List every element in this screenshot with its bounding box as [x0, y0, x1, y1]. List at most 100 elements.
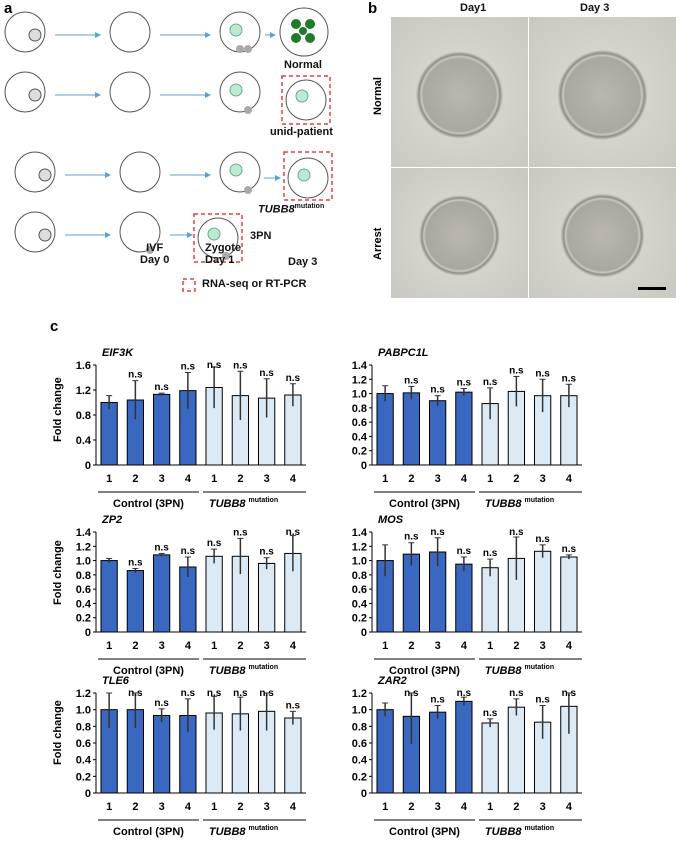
- group-label-control: Control (3PN): [389, 498, 460, 510]
- micrograph-arrest-day3: [528, 167, 677, 299]
- significance-label: n.s: [154, 542, 169, 553]
- x-tick-label: 4: [566, 640, 573, 652]
- x-tick-label: 4: [290, 801, 297, 813]
- chart-title: PABPC1L: [378, 347, 429, 359]
- y-tick-label: 1.2: [76, 541, 91, 553]
- x-tick-label: 4: [185, 473, 192, 485]
- x-tick-label: 2: [408, 801, 414, 813]
- chart-title: TLE6: [102, 675, 130, 687]
- bar-chart-mos: 0 0.2 0.4 0.6 0.8 1.0 1.2 1.4 MOS 1 n.s 2 n.s 3 n.s 4 n.…: [352, 514, 582, 677]
- significance-label: n.s: [207, 688, 222, 699]
- y-tick-label: 0.2: [352, 613, 367, 625]
- bar-chart-eif3k: 0 0.4 0.8 1.2 1.6 EIF3K 1 n.s 2 n.s 3 n.s 4 n.s 1 n.s 2 n…: [76, 347, 306, 510]
- micrograph-normal-day1: [390, 16, 529, 168]
- y-tick-label: 1.2: [352, 374, 367, 386]
- x-tick-label: 2: [513, 640, 519, 652]
- significance-label: n.s: [207, 360, 222, 371]
- x-tick-label: 1: [211, 801, 217, 813]
- significance-label: n.s: [483, 548, 498, 559]
- significance-label: n.s: [457, 546, 472, 557]
- group-label-control: Control (3PN): [113, 826, 184, 838]
- y-tick-label: 0.8: [76, 410, 91, 422]
- significance-label: n.s: [509, 688, 524, 699]
- chart-title: ZAR2: [377, 675, 407, 687]
- x-tick-label: 2: [132, 640, 138, 652]
- bar-chart-pabpc1l: 0 0.2 0.4 0.6 0.8 1.0 1.2 1.4 PABPC1L 1 n.s 2 n.s 3 n.…: [352, 347, 582, 510]
- outcome-normal: Normal: [284, 59, 322, 71]
- y-tick-label: 0: [361, 788, 367, 800]
- significance-label: n.s: [154, 698, 169, 709]
- x-tick-label: 3: [264, 801, 270, 813]
- stage-zygote: Zygote Day 1: [205, 242, 242, 266]
- outcome-tubb8: TUBB8: [258, 203, 295, 216]
- bar: [376, 393, 394, 466]
- x-tick-label: 4: [461, 801, 468, 813]
- y-tick-label: 1.6: [76, 360, 91, 372]
- x-tick-label: 2: [408, 473, 414, 485]
- x-tick-label: 2: [408, 640, 414, 652]
- group-label-mutation: TUBB8 mutation: [485, 664, 554, 677]
- x-tick-label: 1: [211, 473, 217, 485]
- x-tick-label: 4: [461, 640, 468, 652]
- x-tick-label: 2: [237, 640, 243, 652]
- stage-day3: Day 3: [288, 256, 318, 268]
- y-tick-label: 0.2: [352, 446, 367, 458]
- x-tick-label: 1: [382, 640, 388, 652]
- chart-title: ZP2: [101, 514, 122, 526]
- bar: [455, 700, 473, 794]
- chart-title: MOS: [378, 514, 404, 526]
- bar: [481, 567, 499, 633]
- y-tick-label: 0.2: [352, 771, 367, 783]
- significance-label: n.s: [181, 546, 196, 557]
- group-label-mutation: TUBB8 mutation: [209, 497, 278, 510]
- significance-label: n.s: [535, 368, 550, 379]
- y-tick-label: 0.4: [76, 435, 92, 447]
- significance-label: n.s: [562, 544, 577, 555]
- bar: [402, 553, 421, 633]
- y-tick-label: 1.2: [76, 385, 91, 397]
- significance-label: n.s: [535, 534, 550, 545]
- bar: [428, 400, 447, 466]
- x-tick-label: 4: [290, 640, 297, 652]
- y-tick-label: 0.2: [76, 613, 91, 625]
- group-label-mutation: TUBB8 mutation: [485, 825, 554, 838]
- row-arrest: Arrest: [372, 227, 384, 260]
- group-label-mutation: TUBB8 mutation: [485, 497, 554, 510]
- significance-label: n.s: [286, 700, 301, 711]
- stage-ivf: IVF Day 0: [140, 242, 170, 266]
- x-tick-label: 2: [237, 473, 243, 485]
- y-tick-label: 0.4: [352, 755, 368, 767]
- y-tick-label: 1.0: [352, 389, 367, 401]
- significance-label: n.s: [259, 368, 274, 379]
- y-tick-label: 1.0: [352, 556, 367, 568]
- y-tick-label: 0.6: [352, 417, 367, 429]
- bar: [100, 560, 118, 633]
- y-tick-label: 0.4: [76, 755, 92, 767]
- y-tick-label: 0.8: [352, 403, 367, 415]
- significance-label: n.s: [483, 708, 498, 719]
- x-tick-label: 4: [185, 801, 192, 813]
- x-tick-label: 4: [461, 473, 468, 485]
- significance-label: n.s: [128, 557, 143, 568]
- y-tick-label: 1.2: [352, 541, 367, 553]
- group-label-control: Control (3PN): [389, 826, 460, 838]
- bar: [455, 563, 473, 633]
- bar: [205, 555, 223, 633]
- y-tick-label: 1.4: [76, 527, 92, 539]
- significance-label: n.s: [259, 688, 274, 699]
- bar: [560, 556, 578, 633]
- significance-label: n.s: [181, 362, 196, 373]
- group-label-control: Control (3PN): [113, 665, 184, 677]
- significance-label: n.s: [404, 532, 419, 543]
- y-tick-label: 0.4: [352, 598, 368, 610]
- significance-label: n.s: [562, 688, 577, 699]
- outcome-3pn: 3PN: [250, 230, 272, 242]
- bar: [533, 550, 552, 633]
- y-tick-label: 0.6: [352, 738, 367, 750]
- x-tick-label: 3: [159, 801, 165, 813]
- y-tick-label: 0.6: [76, 584, 91, 596]
- x-tick-label: 1: [487, 801, 493, 813]
- x-tick-label: 3: [435, 640, 441, 652]
- x-tick-label: 2: [513, 473, 519, 485]
- significance-label: n.s: [457, 688, 472, 699]
